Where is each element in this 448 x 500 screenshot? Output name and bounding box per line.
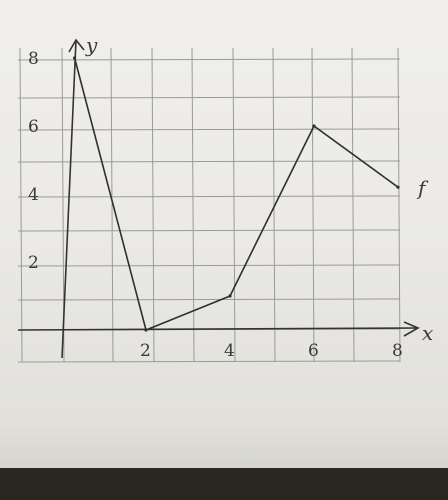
x-axis-arrow [404, 322, 418, 336]
x-tick-label: 4 [224, 341, 235, 361]
x-tick-label: 8 [392, 341, 403, 361]
grid-line-horizontal [18, 361, 400, 362]
data-point [228, 294, 231, 297]
x-axis-line [18, 328, 418, 330]
grid-line-horizontal [18, 299, 400, 300]
grid [18, 48, 400, 362]
data-point [312, 124, 315, 127]
x-tick-label: 2 [140, 341, 151, 361]
grid-line-horizontal [18, 161, 400, 162]
grid-line-vertical [233, 48, 235, 362]
data-point [144, 328, 147, 331]
x-axis-label: x [422, 321, 433, 345]
data-point [396, 186, 399, 189]
grid-line-horizontal [18, 97, 400, 98]
grid-line-vertical [312, 48, 314, 362]
x-tick-label: 6 [308, 341, 319, 361]
grid-line-vertical [192, 48, 194, 362]
grid-line-horizontal [18, 265, 400, 266]
grid-line-horizontal [18, 129, 400, 130]
y-tick-label: 6 [28, 117, 39, 137]
data-point [73, 56, 76, 59]
grid-line-vertical [398, 48, 400, 362]
grid-line-vertical [352, 48, 354, 362]
y-tick-label: 8 [28, 49, 39, 69]
y-axis-label: y [85, 33, 98, 57]
series-label: f [416, 176, 429, 200]
y-tick-label: 2 [28, 253, 39, 273]
grid-line-horizontal [18, 196, 400, 197]
grid-line-vertical [20, 48, 22, 362]
grid-line-vertical [152, 48, 154, 362]
series-line [75, 58, 398, 330]
y-tick-label: 4 [28, 185, 39, 205]
grid-line-horizontal [18, 230, 400, 231]
y-axis-line [62, 40, 76, 358]
